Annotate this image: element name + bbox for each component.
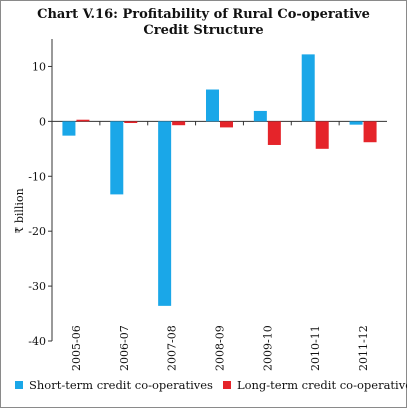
y-axis-label: ₹ billion xyxy=(13,188,26,233)
legend-swatch-long-term xyxy=(222,381,231,389)
bar-long-term xyxy=(267,121,281,145)
bar-short-term xyxy=(110,121,124,195)
y-tick-label: -40 xyxy=(28,335,46,348)
y-tick-label: 10 xyxy=(32,60,46,73)
legend-label-long-term: Long-term credit co-operatives xyxy=(236,378,407,392)
chart-subtitle: Credit Structure xyxy=(143,23,264,38)
legend-swatch-short-term xyxy=(15,381,23,389)
legend-item-short-term: Short-term credit co-operatives xyxy=(15,378,213,392)
x-category-label: 2008-09 xyxy=(214,325,227,371)
chart-title-block: Chart V.16: Profitability of Rural Co-op… xyxy=(1,7,406,39)
legend: Short-term credit co-operatives Long-ter… xyxy=(15,378,407,392)
bar-long-term xyxy=(315,121,329,149)
labels: 2005-06 2006-07 2007-08 2008-09 2009-10 2010-… xyxy=(70,325,370,371)
bar-short-term xyxy=(206,89,219,122)
axes: -40 -30 -20 -10 0 10 xyxy=(28,39,387,348)
x-category-label: 2009-10 xyxy=(261,325,274,371)
bar-long-term xyxy=(363,121,377,143)
bar-short-term xyxy=(158,121,172,306)
bar-long-term xyxy=(124,121,138,124)
bar-short-term xyxy=(253,110,267,122)
y-tick-label: -20 xyxy=(28,225,46,238)
y-tick-label: -10 xyxy=(28,170,46,183)
bars xyxy=(62,54,377,306)
bar-long-term xyxy=(76,119,90,122)
x-category-label: 2005-06 xyxy=(70,325,83,371)
y-tick-label: -30 xyxy=(28,280,46,293)
bar-short-term xyxy=(349,121,363,125)
x-category-label: 2011-12 xyxy=(357,325,370,371)
legend-label-short-term: Short-term credit co-operatives xyxy=(29,378,213,392)
chart-title: Chart V.16: Profitability of Rural Co-op… xyxy=(37,7,370,22)
y-tick-label: 0 xyxy=(39,115,46,128)
legend-item-long-term: Long-term credit co-operatives xyxy=(222,378,407,392)
bar-short-term xyxy=(62,121,76,136)
x-category-label: 2007-08 xyxy=(166,325,179,371)
bar-short-term xyxy=(301,54,315,122)
bar-long-term xyxy=(220,121,233,128)
x-category-label: 2010-11 xyxy=(309,325,322,371)
bar-long-term xyxy=(172,121,186,126)
x-category-label: 2006-07 xyxy=(118,325,131,371)
